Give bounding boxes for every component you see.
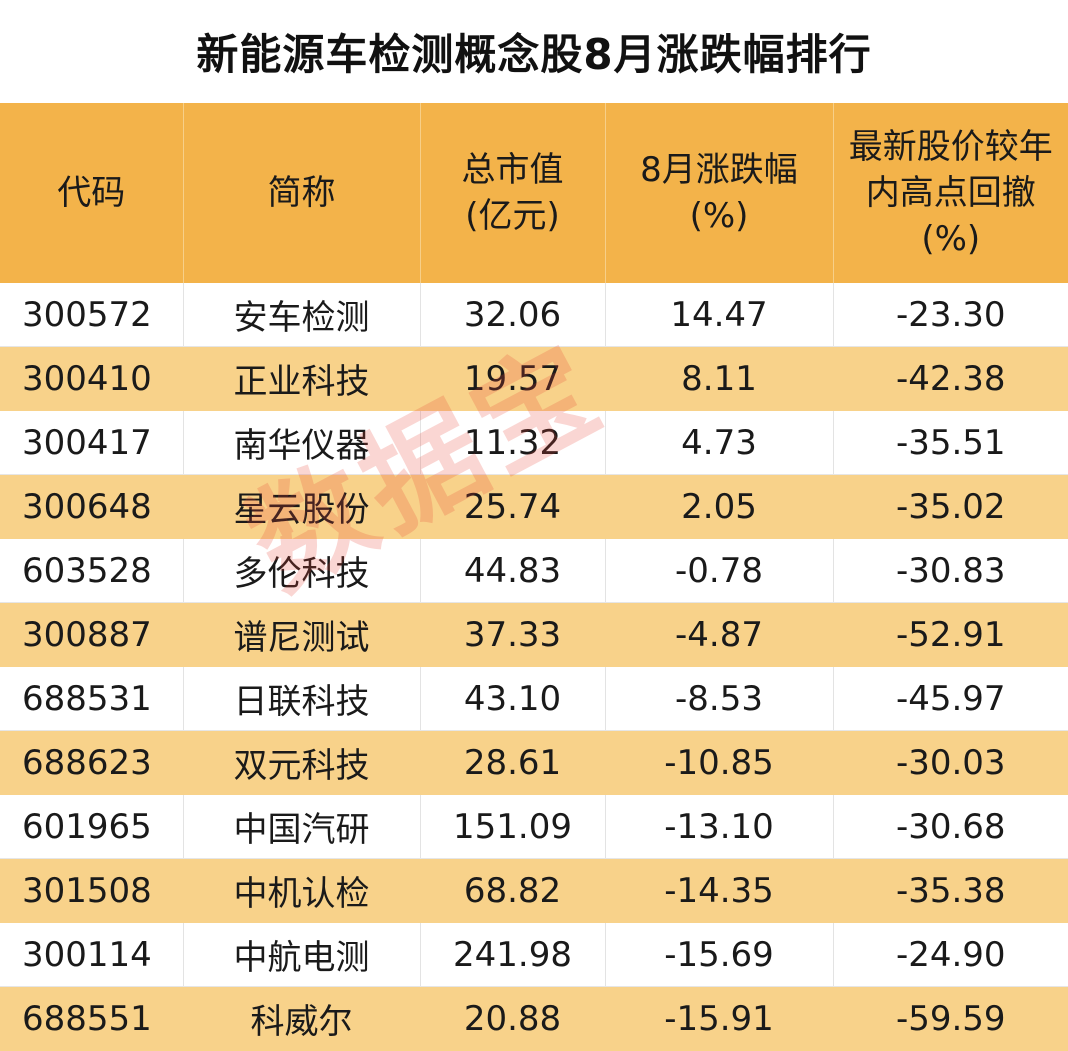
august-change-cell: -0.78 [605,539,833,603]
stock-code-cell: 300572 [0,283,183,347]
market-cap-cell: 43.10 [420,667,605,731]
header-drawdown: 最新股价较年 内高点回撤 (%) [833,103,1068,283]
august-change-cell: -10.85 [605,731,833,795]
drawdown-cell: -52.91 [833,603,1068,667]
market-cap-cell: 11.32 [420,411,605,475]
august-change-cell: 8.11 [605,347,833,411]
header-august-change-line: 8月涨跌幅 [606,147,833,193]
drawdown-cell: -35.51 [833,411,1068,475]
drawdown-cell: -30.03 [833,731,1068,795]
drawdown-cell: -35.38 [833,859,1068,923]
header-market-cap-line: 总市值 [421,147,605,193]
header-code-line: 代码 [0,170,183,216]
august-change-cell: 4.73 [605,411,833,475]
stock-code-cell: 300114 [0,923,183,987]
market-cap-cell: 28.61 [420,731,605,795]
header-name-line: 简称 [184,170,420,216]
stock-name-cell: 日联科技 [183,667,420,731]
header-drawdown-line-1: 最新股价较年 [834,124,1068,170]
stock-name-cell: 谱尼测试 [183,603,420,667]
stock-code-cell: 601965 [0,795,183,859]
stock-name-cell: 多伦科技 [183,539,420,603]
august-change-cell: -8.53 [605,667,833,731]
stock-code-cell: 688623 [0,731,183,795]
drawdown-cell: -35.02 [833,475,1068,539]
august-change-cell: -15.69 [605,923,833,987]
stock-code-cell: 300648 [0,475,183,539]
header-august-change: 8月涨跌幅 (%) [605,103,833,283]
stock-code-cell: 300410 [0,347,183,411]
stock-code-cell: 301508 [0,859,183,923]
market-cap-cell: 20.88 [420,987,605,1051]
drawdown-cell: -30.83 [833,539,1068,603]
stock-name-cell: 中航电测 [183,923,420,987]
header-code: 代码 [0,103,183,283]
stock-name-cell: 中国汽研 [183,795,420,859]
stock-code-cell: 688531 [0,667,183,731]
ranking-table: 代码 简称 总市值 (亿元) 8月涨跌幅 (%) 最新股价较年 内高点回撤 (%… [0,103,1068,1051]
market-cap-cell: 32.06 [420,283,605,347]
drawdown-cell: -59.59 [833,987,1068,1051]
market-cap-cell: 25.74 [420,475,605,539]
august-change-cell: -14.35 [605,859,833,923]
market-cap-cell: 37.33 [420,603,605,667]
stock-name-cell: 双元科技 [183,731,420,795]
stock-code-cell: 300887 [0,603,183,667]
stock-name-cell: 星云股份 [183,475,420,539]
august-change-cell: -4.87 [605,603,833,667]
market-cap-cell: 68.82 [420,859,605,923]
stock-name-cell: 南华仪器 [183,411,420,475]
market-cap-cell: 151.09 [420,795,605,859]
stock-code-cell: 603528 [0,539,183,603]
august-change-cell: 2.05 [605,475,833,539]
market-cap-cell: 44.83 [420,539,605,603]
market-cap-cell: 241.98 [420,923,605,987]
stock-code-cell: 300417 [0,411,183,475]
stock-name-cell: 安车检测 [183,283,420,347]
august-change-cell: -13.10 [605,795,833,859]
header-august-change-unit: (%) [606,193,833,239]
drawdown-cell: -24.90 [833,923,1068,987]
table-header: 代码 简称 总市值 (亿元) 8月涨跌幅 (%) 最新股价较年 内高点回撤 (%… [0,103,1068,283]
drawdown-cell: -30.68 [833,795,1068,859]
header-name: 简称 [183,103,420,283]
drawdown-cell: -23.30 [833,283,1068,347]
drawdown-cell: -45.97 [833,667,1068,731]
market-cap-cell: 19.57 [420,347,605,411]
header-drawdown-line-2: 内高点回撤 [834,170,1068,216]
page-title: 新能源车检测概念股8月涨跌幅排行 [0,0,1068,103]
august-change-cell: -15.91 [605,987,833,1051]
stock-code-cell: 688551 [0,987,183,1051]
stock-name-cell: 正业科技 [183,347,420,411]
stock-name-cell: 科威尔 [183,987,420,1051]
header-market-cap: 总市值 (亿元) [420,103,605,283]
drawdown-cell: -42.38 [833,347,1068,411]
stock-name-cell: 中机认检 [183,859,420,923]
header-market-cap-unit: (亿元) [421,193,605,239]
header-drawdown-unit: (%) [834,216,1068,262]
august-change-cell: 14.47 [605,283,833,347]
